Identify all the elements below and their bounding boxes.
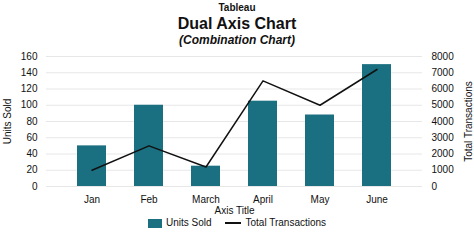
svg-text:100: 100 xyxy=(21,99,38,110)
svg-text:Jan: Jan xyxy=(84,194,100,205)
html-text:Total Transactions: Total Transactions xyxy=(245,217,327,228)
svg-text:160: 160 xyxy=(21,51,38,62)
svg-text:Feb: Feb xyxy=(140,194,158,205)
svg-text:60: 60 xyxy=(26,132,38,143)
svg-text:3000: 3000 xyxy=(432,132,455,143)
html-text:Tableau: Tableau xyxy=(218,2,256,13)
svg-text:80: 80 xyxy=(26,116,38,127)
svg-text:Total Transactions: Total Transactions xyxy=(463,81,474,162)
svg-text:7000: 7000 xyxy=(432,67,455,78)
svg-text:5000: 5000 xyxy=(432,99,455,110)
svg-text:0: 0 xyxy=(32,181,38,192)
svg-text:June: June xyxy=(366,194,388,205)
svg-text:6000: 6000 xyxy=(432,83,455,94)
svg-text:March: March xyxy=(192,194,220,205)
svg-text:4000: 4000 xyxy=(432,116,455,127)
svg-text:20: 20 xyxy=(26,164,38,175)
svg-text:0: 0 xyxy=(432,181,438,192)
svg-text:April: April xyxy=(253,194,273,205)
svg-text:120: 120 xyxy=(21,83,38,94)
html-text:(Combination Chart): (Combination Chart) xyxy=(179,33,295,47)
svg-text:8000: 8000 xyxy=(432,51,455,62)
svg-text:40: 40 xyxy=(26,148,38,159)
svg-text:140: 140 xyxy=(21,67,38,78)
svg-text:Axis Title: Axis Title xyxy=(214,205,254,216)
svg-text:May: May xyxy=(311,194,330,205)
html-text:Units Sold: Units Sold xyxy=(165,217,212,228)
svg-text:2000: 2000 xyxy=(432,148,455,159)
svg-text:Units Sold: Units Sold xyxy=(2,99,13,145)
svg-text:1000: 1000 xyxy=(432,164,455,175)
html-text:Dual Axis Chart: Dual Axis Chart xyxy=(177,15,297,32)
